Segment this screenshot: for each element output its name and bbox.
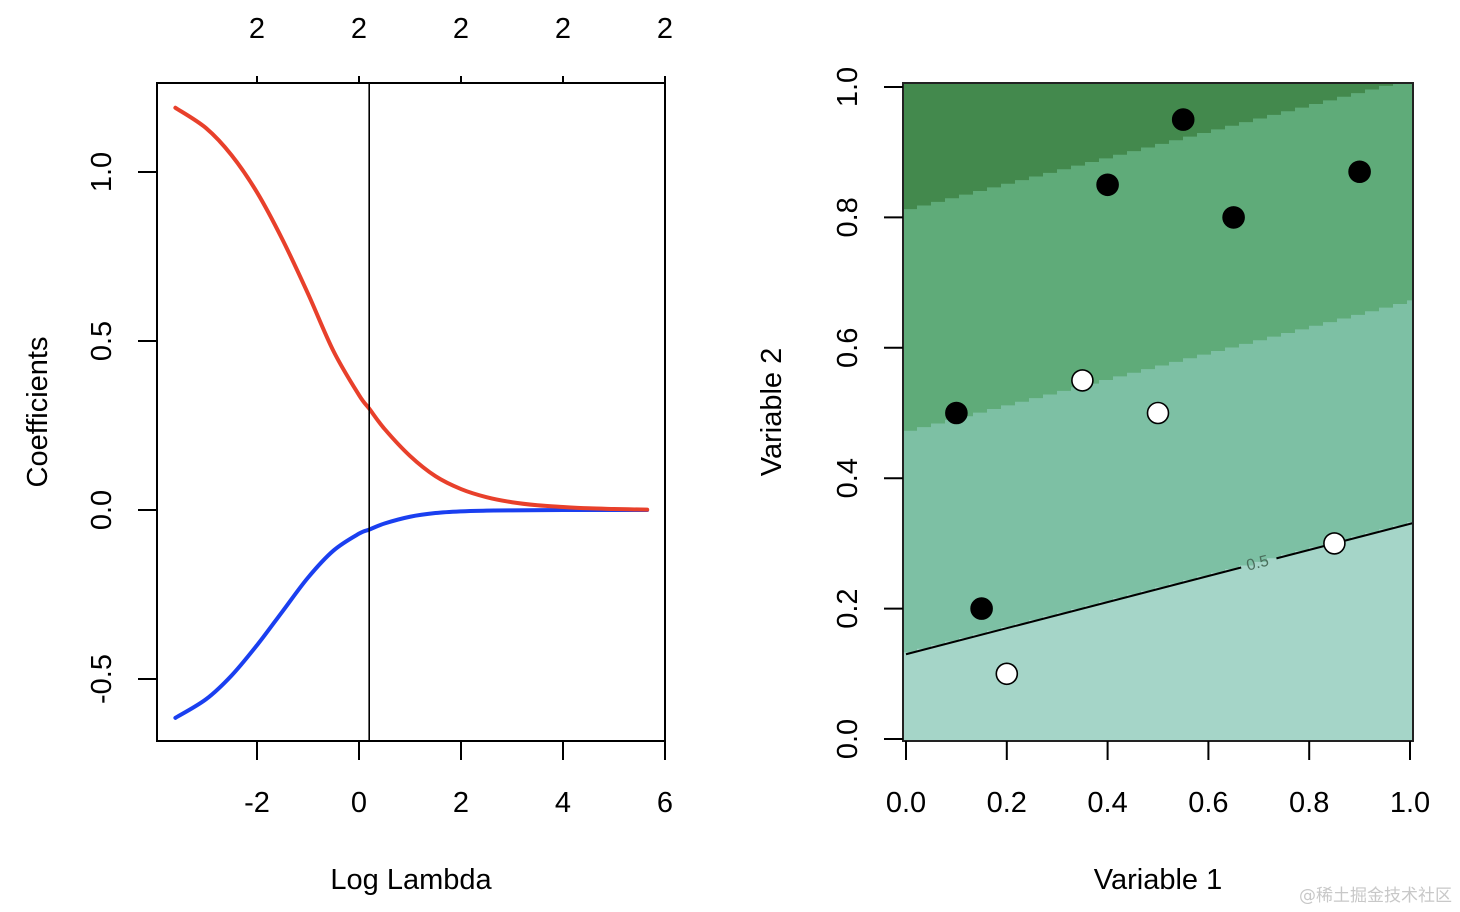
top-tick-label: 2 [351, 13, 367, 45]
y-tick-label: 0.0 [86, 490, 118, 530]
data-point-class-1 [945, 401, 968, 425]
x-tick-label: 0.4 [1087, 787, 1127, 819]
decision-contour-line [1276, 522, 1412, 560]
top-tick-label: 2 [657, 13, 673, 45]
contour-label: 0.5 [1245, 553, 1271, 575]
y-tick-label: 0.6 [832, 328, 864, 368]
decision-contour-line [905, 566, 1242, 656]
x-tick-label: 4 [555, 787, 571, 819]
classification-plot: 0.5 0.0 0.2 0.4 0.6 0.8 1.0 0.0 0.2 0.4 0.6 0.8 1.… [756, 67, 1430, 896]
x-tick-label: -2 [244, 787, 270, 819]
data-point-class-0 [995, 662, 1019, 686]
y-axis-title: Variable 2 [756, 348, 788, 476]
watermark: @稀土掘金技术社区 [1299, 886, 1452, 906]
x-tick-label: 0 [351, 787, 367, 819]
data-point-class-1 [970, 597, 993, 620]
x-axis-title: Variable 1 [1094, 864, 1222, 896]
plot-frame [902, 82, 1414, 742]
x-tick-label: 2 [453, 787, 469, 819]
y-tick-label: -0.5 [86, 654, 118, 704]
data-point-class-1 [1171, 108, 1195, 131]
x-axis-title: Log Lambda [330, 864, 492, 896]
band-high [904, 84, 1393, 210]
x-tick-label: 0.6 [1188, 787, 1228, 819]
data-point-class-0 [1323, 532, 1346, 555]
data-point-class-0 [1146, 401, 1170, 425]
data-point-class-1 [1348, 160, 1371, 184]
top-tick-label: 2 [555, 13, 571, 45]
series-line-coefficient-1 [173, 105, 650, 512]
y-tick-label: 0.5 [86, 321, 118, 361]
y-tick-label: 0.8 [832, 197, 864, 237]
data-point-class-1 [1222, 206, 1245, 229]
x-tick-label: 0.0 [886, 787, 926, 819]
data-point-class-1 [1096, 173, 1119, 197]
top-tick-label: 2 [249, 13, 265, 45]
plot-frame [156, 82, 666, 742]
y-tick-label: 1.0 [832, 67, 864, 107]
x-tick-label: 0.8 [1289, 787, 1329, 819]
x-tick-label: 6 [657, 787, 673, 819]
y-tick-label: 1.0 [86, 152, 118, 192]
series-line-coefficient-2 [173, 507, 650, 720]
y-tick-label: 0.2 [832, 588, 864, 628]
top-tick-label: 2 [453, 13, 469, 45]
y-axis-title: Coefficients [22, 337, 54, 488]
x-tick-label: 1.0 [1390, 787, 1430, 819]
y-tick-label: 0.0 [832, 719, 864, 759]
y-tick-label: 0.4 [832, 458, 864, 498]
x-tick-label: 0.2 [987, 787, 1027, 819]
data-point-class-0 [1071, 369, 1094, 392]
lasso-path-plot: -2 0 2 4 6 -0.5 0.0 0.5 1.0 2 2 2 2 2 Log Lambda Co… [22, 13, 673, 896]
